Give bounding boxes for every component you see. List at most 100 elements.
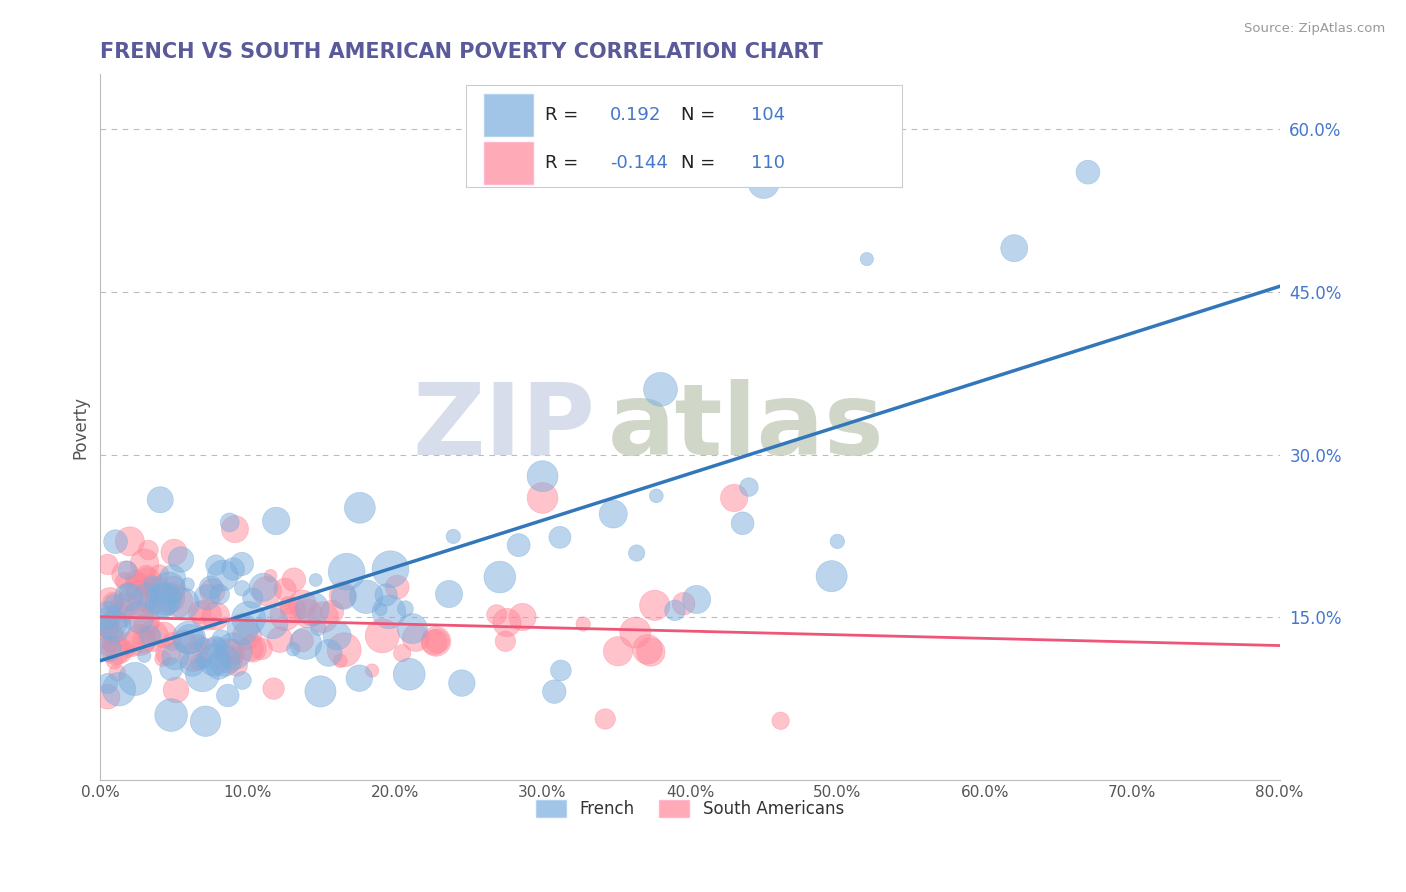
Point xyxy=(450,676,472,690)
Point xyxy=(269,632,291,647)
Point xyxy=(222,644,245,658)
Point xyxy=(104,534,127,549)
Point xyxy=(391,646,413,660)
Point xyxy=(104,619,127,633)
Point xyxy=(114,589,136,603)
Point xyxy=(134,615,156,629)
Point xyxy=(211,568,233,582)
Point xyxy=(394,601,416,615)
Point xyxy=(371,629,394,643)
Point xyxy=(309,684,332,698)
Point xyxy=(188,605,211,619)
Point xyxy=(135,567,157,582)
Point xyxy=(108,608,131,623)
Point xyxy=(437,587,460,601)
Point xyxy=(163,580,186,594)
Text: -0.144: -0.144 xyxy=(610,154,668,172)
Point xyxy=(283,642,305,657)
Point xyxy=(101,632,124,647)
Point xyxy=(104,644,127,658)
Point xyxy=(134,588,156,602)
Point xyxy=(97,641,120,656)
Point xyxy=(321,605,343,619)
Point xyxy=(425,634,447,648)
Point xyxy=(731,516,754,531)
Point xyxy=(312,610,335,624)
Text: Source: ZipAtlas.com: Source: ZipAtlas.com xyxy=(1244,22,1385,36)
Point xyxy=(489,570,512,584)
Text: R =: R = xyxy=(546,106,583,124)
Point xyxy=(103,654,125,668)
Point xyxy=(112,599,135,614)
Point xyxy=(263,681,285,696)
Point xyxy=(97,618,120,632)
Point xyxy=(97,676,120,690)
Point xyxy=(336,565,359,579)
Point xyxy=(294,636,316,650)
Point xyxy=(218,644,240,658)
Point xyxy=(405,631,427,645)
Point xyxy=(326,629,349,643)
Point xyxy=(672,597,695,611)
Point xyxy=(132,634,155,648)
Point xyxy=(205,558,228,573)
Point xyxy=(202,653,225,667)
Point xyxy=(124,573,146,587)
Text: FRENCH VS SOUTH AMERICAN POVERTY CORRELATION CHART: FRENCH VS SOUTH AMERICAN POVERTY CORRELA… xyxy=(100,42,824,62)
Point xyxy=(307,621,329,635)
Point xyxy=(281,603,304,617)
Point xyxy=(820,569,842,583)
Point xyxy=(650,382,672,396)
Text: atlas: atlas xyxy=(607,379,884,475)
Point xyxy=(349,500,371,515)
Point xyxy=(135,588,157,602)
Point xyxy=(572,617,595,632)
Point xyxy=(100,627,122,641)
FancyBboxPatch shape xyxy=(465,85,903,187)
Point xyxy=(204,640,226,654)
Point xyxy=(162,571,184,585)
Point xyxy=(141,576,163,591)
Point xyxy=(256,584,278,599)
Point xyxy=(496,615,519,630)
Point xyxy=(200,581,222,595)
Point xyxy=(231,557,253,571)
Point xyxy=(239,641,262,656)
Point xyxy=(752,176,775,190)
Point xyxy=(236,628,259,642)
Point xyxy=(97,620,120,634)
Point xyxy=(225,658,247,673)
Point xyxy=(127,610,149,624)
Point xyxy=(250,641,273,656)
Point xyxy=(232,622,254,636)
Point xyxy=(361,664,384,678)
Point xyxy=(124,574,146,588)
Point xyxy=(333,590,356,604)
Point xyxy=(150,597,173,611)
Point xyxy=(150,594,173,608)
Point xyxy=(218,652,240,666)
Point xyxy=(100,635,122,649)
Point xyxy=(242,591,264,605)
Point xyxy=(531,491,554,505)
Point xyxy=(485,607,508,622)
Point xyxy=(194,714,217,729)
Point xyxy=(173,597,195,611)
Point xyxy=(117,563,139,577)
Point xyxy=(238,611,260,625)
Point xyxy=(98,594,121,608)
Point xyxy=(134,648,156,663)
Point xyxy=(531,469,554,483)
Point xyxy=(146,582,169,596)
Point xyxy=(139,629,162,643)
Text: R =: R = xyxy=(546,154,583,172)
Point xyxy=(664,603,686,617)
Point xyxy=(375,588,398,602)
Point xyxy=(385,580,408,594)
Point xyxy=(208,587,231,601)
Point xyxy=(423,635,446,649)
Text: 0.192: 0.192 xyxy=(610,106,661,124)
Point xyxy=(152,651,174,665)
Point xyxy=(259,568,281,582)
Point xyxy=(135,619,157,633)
